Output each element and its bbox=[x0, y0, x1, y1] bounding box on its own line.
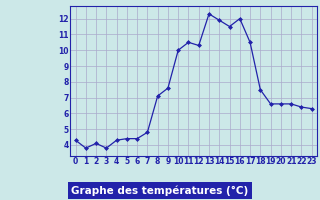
Text: Graphe des températures (°C): Graphe des températures (°C) bbox=[71, 186, 249, 196]
